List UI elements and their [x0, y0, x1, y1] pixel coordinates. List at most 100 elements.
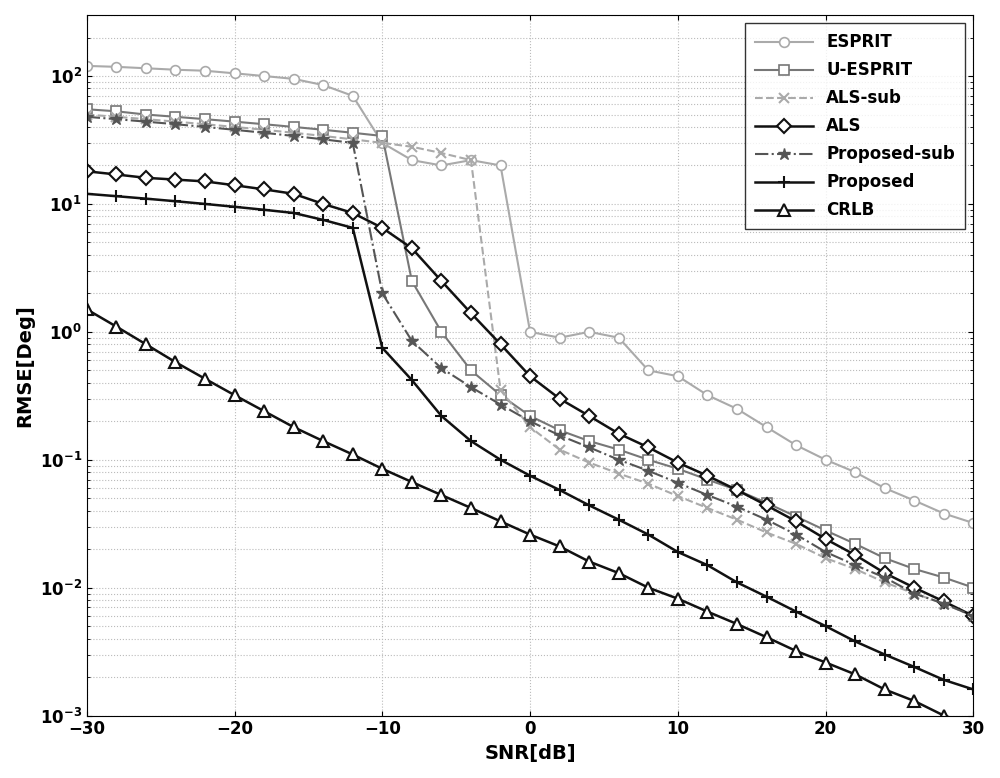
ESPRIT: [435, 161, 447, 170]
ALS: [258, 184, 270, 194]
Proposed: [406, 375, 418, 384]
Proposed-sub: [731, 502, 743, 511]
U-ESPRIT: [347, 128, 359, 138]
ESPRIT: [731, 405, 743, 414]
Proposed-sub: [199, 122, 211, 131]
ALS-sub: [347, 135, 359, 144]
Line: ALS: ALS: [82, 166, 978, 621]
ALS: [317, 199, 329, 209]
ALS-sub: [81, 110, 93, 119]
Line: Proposed-sub: Proposed-sub: [80, 110, 980, 622]
Proposed: [465, 436, 477, 446]
ALS: [849, 550, 861, 559]
Proposed-sub: [938, 599, 950, 608]
ESPRIT: [229, 68, 241, 78]
ALS-sub: [199, 120, 211, 129]
U-ESPRIT: [376, 131, 388, 141]
ALS: [288, 189, 300, 198]
ESPRIT: [347, 91, 359, 100]
U-ESPRIT: [938, 573, 950, 582]
ALS-sub: [288, 128, 300, 138]
ALS: [938, 597, 950, 606]
Proposed-sub: [229, 125, 241, 135]
CRLB: [583, 557, 595, 566]
ESPRIT: [790, 440, 802, 450]
U-ESPRIT: [199, 114, 211, 124]
Proposed-sub: [672, 478, 684, 488]
Proposed-sub: [790, 530, 802, 539]
ESPRIT: [288, 74, 300, 83]
CRLB: [140, 339, 152, 349]
Proposed-sub: [435, 363, 447, 373]
U-ESPRIT: [731, 485, 743, 495]
Proposed: [820, 622, 832, 631]
ALS-sub: [731, 515, 743, 524]
ALS-sub: [790, 539, 802, 548]
CRLB: [908, 696, 920, 706]
ALS-sub: [701, 503, 713, 513]
CRLB: [110, 322, 122, 331]
ALS: [761, 501, 773, 510]
CRLB: [938, 711, 950, 720]
CRLB: [81, 305, 93, 314]
U-ESPRIT: [967, 583, 979, 592]
ESPRIT: [81, 61, 93, 71]
ALS: [140, 173, 152, 183]
CRLB: [524, 530, 536, 539]
CRLB: [879, 685, 891, 694]
ALS: [790, 517, 802, 526]
Legend: ESPRIT, U-ESPRIT, ALS-sub, ALS, Proposed-sub, Proposed, CRLB: ESPRIT, U-ESPRIT, ALS-sub, ALS, Proposed…: [745, 23, 965, 230]
ALS-sub: [642, 479, 654, 489]
ALS-sub: [524, 422, 536, 432]
U-ESPRIT: [317, 125, 329, 135]
U-ESPRIT: [820, 526, 832, 535]
Proposed-sub: [258, 128, 270, 138]
Proposed: [169, 197, 181, 206]
CRLB: [672, 594, 684, 604]
Y-axis label: RMSE[Deg]: RMSE[Deg]: [15, 304, 34, 426]
CRLB: [731, 619, 743, 629]
Proposed: [672, 548, 684, 557]
ALS-sub: [376, 138, 388, 148]
ESPRIT: [583, 328, 595, 337]
ALS-sub: [110, 112, 122, 121]
ALS: [524, 372, 536, 381]
ALS-sub: [495, 386, 507, 395]
ESPRIT: [317, 80, 329, 89]
ALS-sub: [258, 125, 270, 135]
Line: U-ESPRIT: U-ESPRIT: [82, 104, 978, 593]
ALS-sub: [554, 445, 566, 454]
ESPRIT: [820, 455, 832, 464]
ALS: [879, 569, 891, 578]
Line: Proposed: Proposed: [80, 187, 980, 696]
ESPRIT: [642, 366, 654, 375]
ESPRIT: [613, 333, 625, 342]
ALS-sub: [406, 142, 418, 152]
Proposed: [613, 515, 625, 524]
Proposed: [642, 530, 654, 539]
ALS: [495, 339, 507, 349]
ALS: [465, 309, 477, 318]
U-ESPRIT: [849, 539, 861, 548]
U-ESPRIT: [583, 436, 595, 446]
ALS-sub: [967, 612, 979, 621]
CRLB: [849, 670, 861, 679]
ALS: [820, 534, 832, 544]
ALS: [406, 244, 418, 253]
Proposed-sub: [495, 400, 507, 409]
ALS-sub: [879, 578, 891, 587]
ALS-sub: [820, 553, 832, 562]
U-ESPRIT: [672, 464, 684, 474]
Proposed-sub: [465, 383, 477, 392]
Proposed: [908, 662, 920, 671]
Proposed: [288, 209, 300, 218]
Proposed-sub: [406, 336, 418, 345]
Proposed: [879, 650, 891, 659]
CRLB: [229, 391, 241, 400]
Proposed-sub: [317, 135, 329, 144]
Proposed: [140, 194, 152, 203]
Proposed: [554, 485, 566, 495]
U-ESPRIT: [435, 328, 447, 337]
Proposed-sub: [524, 416, 536, 426]
Proposed-sub: [761, 515, 773, 524]
